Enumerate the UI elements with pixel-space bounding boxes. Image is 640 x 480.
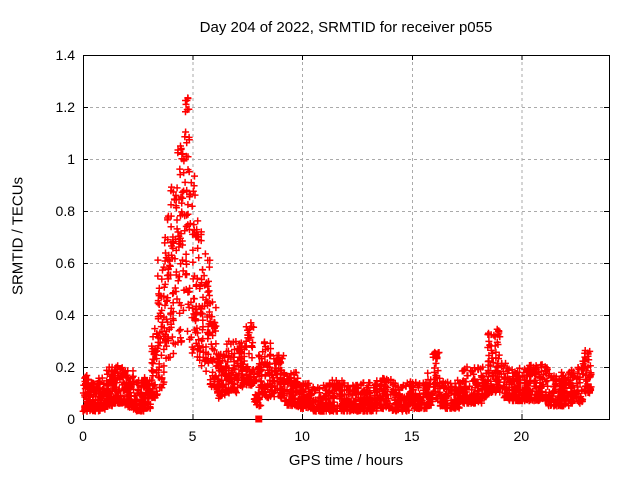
chart-title: Day 204 of 2022, SRMTID for receiver p05… — [199, 19, 493, 36]
y-axis-label: SRMTID / TECUs — [9, 176, 27, 296]
y-tick-label: 1 — [67, 151, 75, 167]
y-tick-label: 0.6 — [55, 255, 75, 271]
y-tick-label: 0 — [67, 411, 75, 427]
y-tick-label: 1.2 — [55, 99, 75, 115]
x-tick-label: 10 — [294, 428, 310, 444]
x-tick-label: 20 — [513, 428, 530, 444]
y-tick-label: 1.4 — [55, 47, 75, 63]
x-tick-label: 5 — [188, 428, 197, 444]
y-tick-label: 0.2 — [55, 359, 75, 375]
x-axis-label: GPS time / hours — [288, 452, 404, 469]
plot-frame — [83, 55, 610, 420]
data-points-plus-markers — [79, 94, 595, 415]
x-tick-label: 15 — [403, 428, 420, 444]
y-tick-label: 0.4 — [55, 307, 75, 323]
y-tick-label: 0.8 — [55, 203, 75, 219]
flagged-point-square-marker — [255, 415, 263, 423]
x-tick-label: 0 — [79, 428, 87, 444]
